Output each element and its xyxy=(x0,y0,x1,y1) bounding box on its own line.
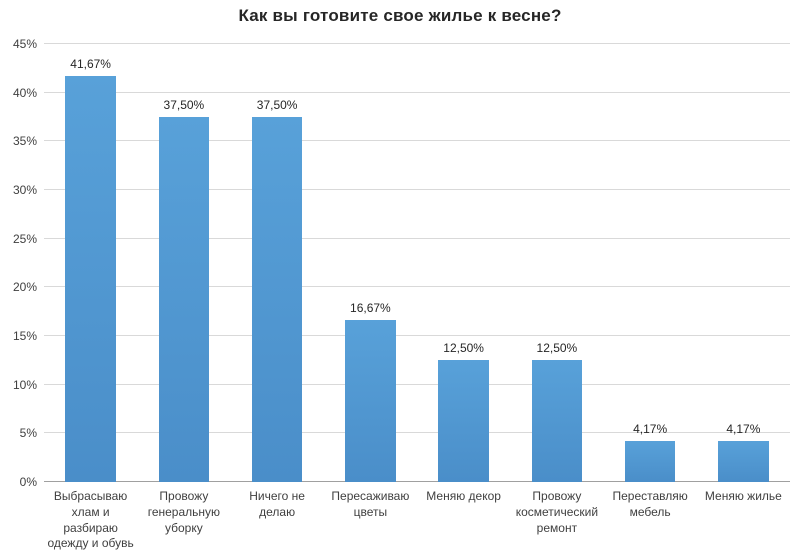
y-tick-label: 25% xyxy=(12,231,37,246)
plot-area: 0% 5% 10% 15% 20% 25% 30% 35% 40% 45% 41,67% 37,50… xyxy=(13,37,790,489)
bar-data-label: 37,50% xyxy=(256,98,298,112)
y-tick-label: 45% xyxy=(12,37,37,51)
bar-data-label: 4,17% xyxy=(726,422,761,437)
gridline xyxy=(44,43,790,44)
bar-data-label: 12,50% xyxy=(536,341,578,356)
x-category-label: Меняю декор xyxy=(426,489,501,503)
y-tick-label: 0% xyxy=(19,475,37,489)
bar-group: 12,50% xyxy=(510,44,603,482)
x-category-label: Меняю жилье xyxy=(704,489,782,503)
bar-group: 12,50% xyxy=(417,44,510,482)
bar-group: 41,67% xyxy=(44,44,137,482)
bar xyxy=(251,117,303,482)
gridline xyxy=(44,189,790,191)
x-category-label: Ничего не делаю xyxy=(249,489,305,519)
x-category-label: Провожу косметический ремонт xyxy=(515,489,599,535)
gridline xyxy=(44,91,790,93)
bar xyxy=(345,319,396,482)
bar xyxy=(158,117,210,482)
bar xyxy=(718,441,769,482)
chart-title: Как вы готовите свое жилье к весне? xyxy=(238,6,562,25)
bar-data-label: 4,17% xyxy=(633,422,668,437)
bar-group: 4,17% xyxy=(697,44,790,482)
bar xyxy=(624,441,676,482)
y-tick-label: 20% xyxy=(12,280,37,295)
bar-group: 37,50% xyxy=(231,44,324,482)
bar-data-label: 41,67% xyxy=(70,57,111,72)
x-axis-line xyxy=(44,481,790,482)
x-category-label: Пересаживаю цветы xyxy=(331,489,410,519)
bar xyxy=(65,76,116,482)
gridline xyxy=(44,432,790,434)
bar-data-label: 37,50% xyxy=(163,98,205,112)
gridline xyxy=(44,140,790,142)
bar xyxy=(531,360,583,482)
bar xyxy=(438,360,489,482)
y-tick-label: 10% xyxy=(12,377,37,392)
x-category-label: Выбрасываю хлам и разбираю одежду и обув… xyxy=(47,489,134,551)
bar-data-label: 12,50% xyxy=(443,341,484,356)
bar-group: 37,50% xyxy=(137,44,230,482)
y-tick-label: 15% xyxy=(12,329,37,344)
x-category-label: Провожу генеральную уборку xyxy=(147,489,221,535)
bar-data-label: 16,67% xyxy=(350,300,391,315)
gridline xyxy=(44,237,790,239)
gridline xyxy=(44,335,790,337)
gridline xyxy=(44,286,790,288)
bars: 41,67% 37,50% 37,50% 16,67% 12,50% 12,50% 4,17… xyxy=(44,44,790,482)
y-tick-label: 40% xyxy=(12,85,37,100)
y-tick-label: 5% xyxy=(19,426,37,441)
y-tick-label: 35% xyxy=(12,134,37,149)
bar-group: 16,67% xyxy=(324,44,417,482)
x-axis-labels: Выбрасываю хлам и разбираю одежду и обув… xyxy=(44,489,790,556)
gridline xyxy=(44,383,790,385)
bar-group: 4,17% xyxy=(604,44,697,482)
x-category-label: Переставляю мебель xyxy=(612,489,688,519)
y-tick-label: 30% xyxy=(12,183,37,198)
